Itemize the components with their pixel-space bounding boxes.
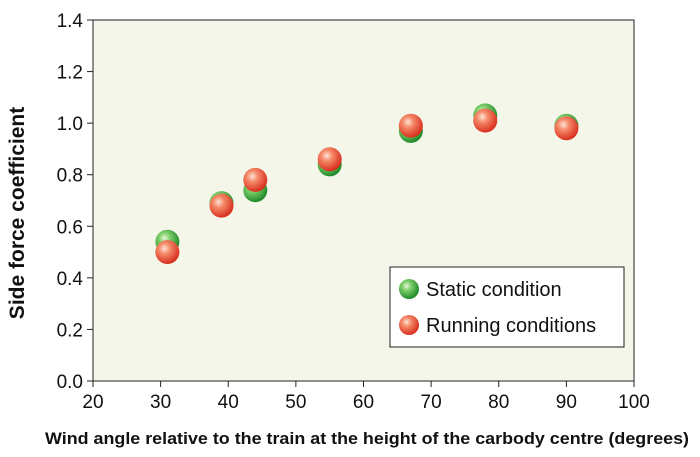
y-tick-label: 0.4 <box>57 269 84 290</box>
y-tick-label: 0.2 <box>57 320 83 341</box>
x-tick-label: 90 <box>556 392 577 413</box>
running-conditions-point <box>155 240 180 265</box>
y-tick-label: 1.4 <box>57 11 84 32</box>
x-tick-label: 50 <box>285 392 306 413</box>
x-tick-label: 20 <box>82 392 103 413</box>
x-tick-label: 100 <box>618 392 650 413</box>
legend-label-static: Static condition <box>426 279 562 301</box>
x-axis-ticks: 20 30 40 50 60 70 80 90 100 <box>82 381 650 413</box>
x-tick-label: 80 <box>488 392 509 413</box>
legend: Static condition Running conditions <box>389 266 625 348</box>
x-tick-label: 70 <box>421 392 442 413</box>
running-conditions-point <box>473 108 498 133</box>
x-tick-label: 40 <box>218 392 239 413</box>
running-conditions-point <box>554 116 579 141</box>
y-tick-label: 0.8 <box>57 166 83 187</box>
running-conditions-point <box>398 113 423 138</box>
y-axis-ticks: 0.0 0.2 0.4 0.6 0.8 1.0 1.2 1.4 <box>57 11 93 393</box>
legend-marker-running <box>399 315 419 335</box>
x-tick-label: 60 <box>353 392 374 413</box>
running-conditions-point <box>317 147 342 172</box>
x-tick-label: 30 <box>150 392 171 413</box>
y-tick-label: 0.0 <box>57 372 83 393</box>
running-conditions-point <box>209 193 234 218</box>
running-conditions-point <box>243 167 268 192</box>
x-axis-title: Wind angle relative to the train at the … <box>45 429 689 448</box>
data-points <box>155 103 579 265</box>
y-axis-title: Side force coefficient <box>6 107 29 319</box>
y-tick-label: 1.0 <box>57 114 83 135</box>
legend-box <box>389 266 625 348</box>
y-tick-label: 1.2 <box>57 63 83 84</box>
legend-marker-static <box>399 279 419 299</box>
legend-label-running: Running conditions <box>426 315 596 337</box>
y-tick-label: 0.6 <box>57 217 83 238</box>
